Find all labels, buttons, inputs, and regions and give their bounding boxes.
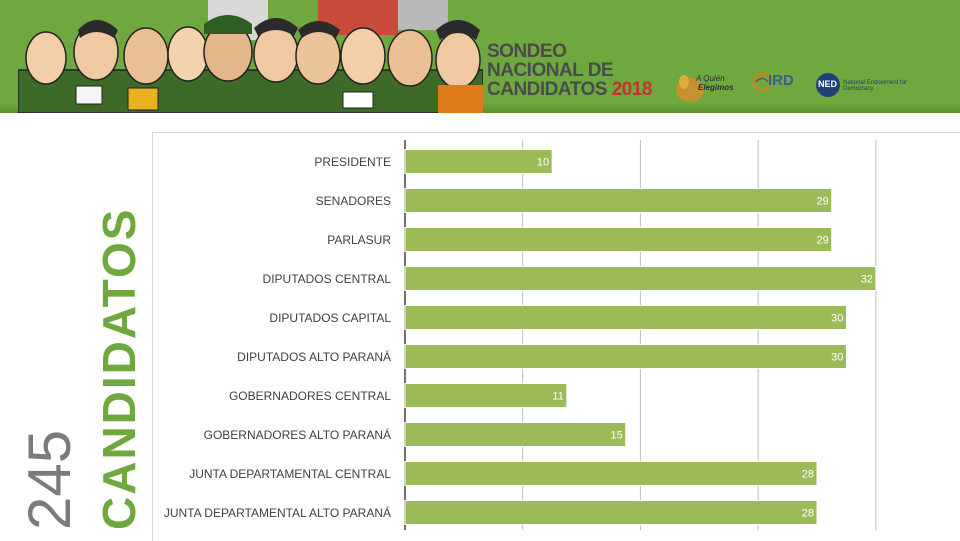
survey-title-word: CANDIDATOS xyxy=(487,79,607,100)
header-banner: SONDEO NACIONAL DE CANDIDATOS 2018 A Qui… xyxy=(0,0,960,113)
survey-title-line-3: CANDIDATOS 2018 xyxy=(487,80,687,99)
bar-5 xyxy=(404,344,847,369)
bar-9 xyxy=(404,500,818,525)
bar-3 xyxy=(404,266,877,291)
ned-logo-caption: National Endowment for Democracy xyxy=(843,80,908,92)
ned-circle-icon xyxy=(816,73,840,97)
chart-frame xyxy=(152,132,960,541)
survey-title-line-2: NACIONAL DE xyxy=(487,60,614,81)
a-quien-elegimos-line-1: A Quién xyxy=(696,74,725,83)
category-label-7: GOBERNADORES ALTO PARANÁ xyxy=(203,427,391,442)
bar-value-label-5: 30 xyxy=(831,352,843,364)
bar-value-label-0: 10 xyxy=(537,157,549,169)
bar-value-label-6: 11 xyxy=(552,391,563,403)
bar-value-label-1: 29 xyxy=(816,196,828,208)
survey-title-line-1: SONDEO xyxy=(487,41,567,62)
category-label-1: SENADORES xyxy=(315,193,391,208)
category-label-9: JUNTA DEPARTAMENTAL ALTO PARANÁ xyxy=(163,505,391,520)
ned-logo: NED National Endowment for Democracy xyxy=(815,72,955,100)
bar-2 xyxy=(404,227,833,252)
category-label-3: DIPUTADOS CENTRAL xyxy=(262,271,391,286)
ird-logo-text: IRD xyxy=(768,72,794,89)
ned-logo-text: NED xyxy=(818,79,838,89)
category-label-2: PARLASUR xyxy=(327,232,391,247)
bar-value-label-7: 15 xyxy=(610,430,622,442)
bar-8 xyxy=(404,461,818,486)
category-label-6: GOBERNADORES CENTRAL xyxy=(228,388,391,403)
category-label-4: DIPUTADOS CAPITAL xyxy=(269,310,391,325)
category-label-5: DIPUTADOS ALTO PARANÁ xyxy=(237,349,391,364)
bar-0 xyxy=(404,149,553,174)
bar-value-label-3: 32 xyxy=(861,274,873,286)
bar-value-label-4: 30 xyxy=(831,313,843,325)
a-quien-elegimos-line-2: Elegimos xyxy=(698,83,734,92)
a-quien-elegimos-logo: A Quién Elegimos xyxy=(672,68,742,106)
survey-year: 2018 xyxy=(611,79,653,100)
category-label-8: JUNTA DEPARTAMENTAL CENTRAL xyxy=(189,466,391,481)
ird-globe-icon xyxy=(753,73,771,91)
bar-4 xyxy=(404,305,847,330)
bar-value-label-9: 28 xyxy=(802,508,814,520)
hand-icon xyxy=(676,75,704,102)
ird-logo: IRD xyxy=(752,70,802,100)
bar-6 xyxy=(404,383,568,408)
bar-7 xyxy=(404,422,627,447)
bar-1 xyxy=(404,188,833,213)
candidates-caricature-illustration xyxy=(18,0,483,113)
category-label-0: PRESIDENTE xyxy=(314,154,391,169)
bar-value-label-2: 29 xyxy=(816,235,828,247)
bar-value-label-8: 28 xyxy=(802,469,814,481)
survey-title: SONDEO NACIONAL DE CANDIDATOS 2018 xyxy=(487,42,687,99)
